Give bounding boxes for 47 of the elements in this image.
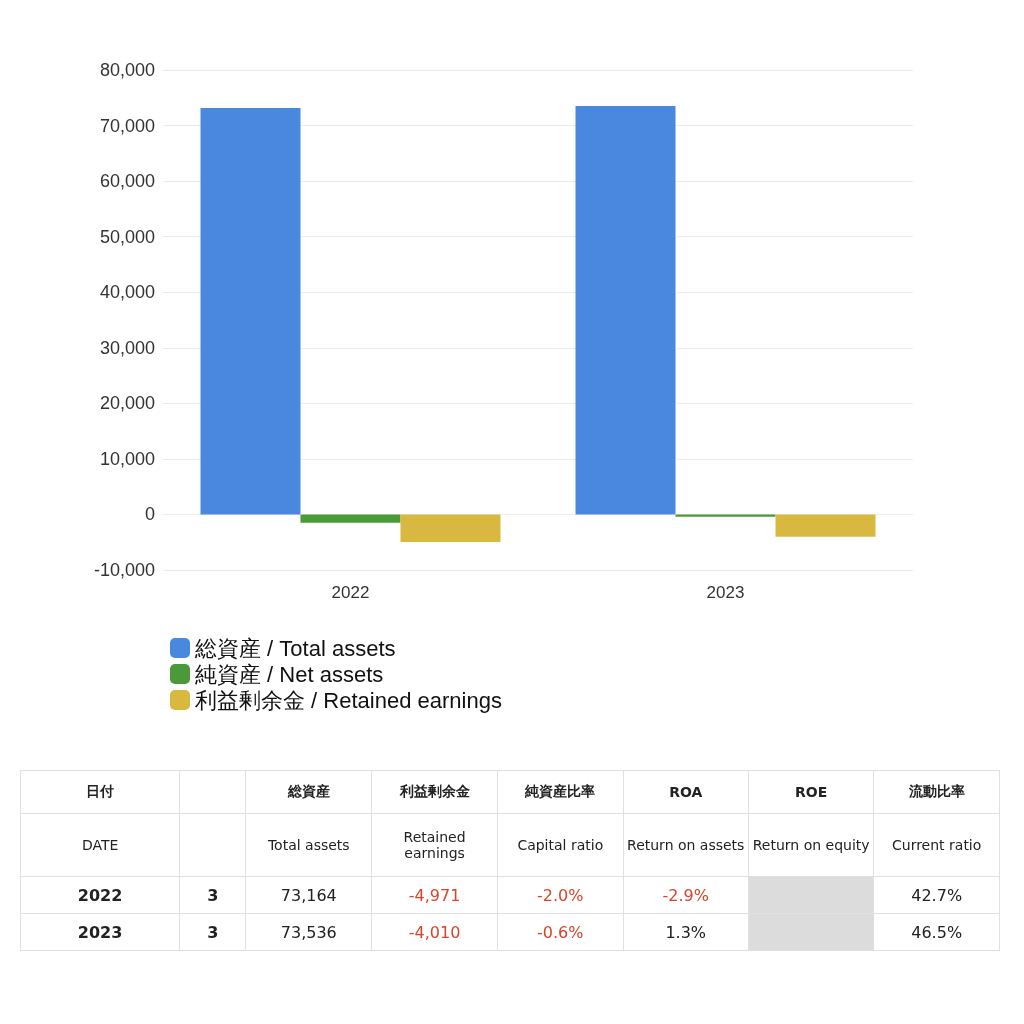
text: 1.3% [665, 922, 707, 942]
legend-label: 利益剰余金 / Retained earnings [195, 687, 502, 713]
text: 42.7% [911, 885, 963, 905]
text: 73,164 [280, 885, 337, 905]
text: -2.9% [662, 885, 709, 905]
y-tick-label: 20,000 [99, 393, 155, 414]
text: Total assets [267, 837, 350, 853]
category-label: 日付 [20, 770, 180, 814]
text: Retained earnings [403, 829, 466, 861]
y-tick-label: -10,000 [93, 560, 155, 580]
text: -4,010 [408, 922, 461, 942]
category-label: ROE [748, 770, 874, 814]
text: DATE [81, 837, 119, 853]
text: Return on equity [752, 837, 870, 853]
text: Capital ratio [517, 837, 604, 853]
text: 46.5% [911, 922, 963, 942]
text: 2023 [77, 922, 123, 942]
text: Current ratio [892, 837, 982, 853]
category-label: 純資産比率 [497, 770, 624, 814]
bar [775, 514, 876, 537]
text: 73,536 [280, 922, 337, 942]
bar [300, 514, 401, 523]
legend-label: 総資産 / Total assets [194, 635, 396, 661]
y-tick-label: 50,000 [99, 226, 155, 247]
y-tick-label: 80,000 [99, 60, 155, 80]
text: 2022 [77, 885, 123, 905]
category-label: ROA [623, 770, 749, 814]
legend-label: 純資産 / Net assets [195, 661, 384, 687]
category-label: 利益剰余金 [371, 770, 498, 814]
text: 3 [207, 922, 219, 942]
bar [575, 105, 676, 515]
text: -2.0% [537, 885, 584, 905]
y-tick-label: 0 [144, 504, 155, 525]
bar [675, 514, 776, 517]
y-tick-label: 10,000 [99, 448, 155, 469]
bar [400, 514, 501, 543]
y-tick-label: 40,000 [99, 282, 155, 303]
bar [200, 107, 301, 515]
text: 3 [207, 885, 219, 905]
category-label: 流動比率 [873, 770, 1000, 814]
text: -0.6% [537, 922, 584, 942]
y-tick-label: 70,000 [99, 115, 155, 136]
text: Return on assets [627, 837, 745, 853]
y-tick-label: 30,000 [99, 337, 155, 358]
text: -4,971 [408, 885, 461, 905]
y-tick-label: 60,000 [99, 171, 155, 192]
category-label: 総資産 [245, 770, 372, 814]
